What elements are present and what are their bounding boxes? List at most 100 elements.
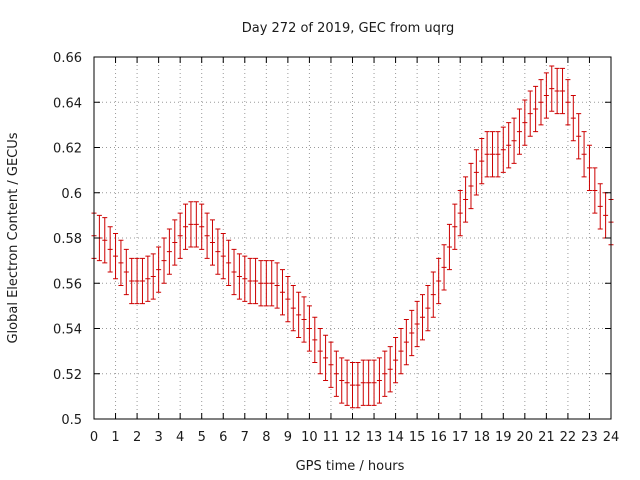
error-bar-point (560, 67, 566, 115)
error-bar-point (506, 122, 512, 169)
error-bar-point (312, 316, 318, 363)
error-bar-point (457, 189, 463, 237)
error-bar-point (301, 296, 307, 343)
x-tick-label: 13 (366, 430, 383, 445)
error-bar-point (538, 79, 544, 126)
x-tick-labels: 0 1 2 3 4 5 6 7 8 9 10 11 12 13 14 15 16 17 18 19 20 21 22 23 24 (90, 430, 619, 445)
error-bar-point (220, 232, 226, 280)
error-bar-point (398, 328, 404, 375)
error-bar-point (500, 126, 506, 173)
x-tick-label: 12 (344, 430, 361, 445)
x-tick-label: 9 (284, 430, 292, 445)
error-bar-point (107, 226, 113, 273)
error-bar-point (420, 294, 426, 341)
error-bar-point (269, 260, 275, 307)
axis-ticks (93, 56, 612, 420)
error-bar-point (328, 341, 334, 388)
error-bar-point (242, 255, 248, 302)
error-bar-point (226, 239, 232, 287)
error-bar-point (414, 300, 420, 348)
x-tick-label: 18 (473, 430, 490, 445)
error-bar-point (387, 346, 393, 393)
error-bar-point (113, 232, 119, 280)
error-bar-point (274, 262, 280, 309)
error-bar-point (134, 257, 140, 305)
error-bar-point (549, 65, 555, 112)
error-bar-point (581, 131, 587, 178)
x-tick-label: 3 (154, 430, 162, 445)
error-bar-point (209, 219, 215, 266)
error-bar-point (409, 309, 415, 357)
x-tick-label: 2 (133, 430, 141, 445)
error-bar-point (425, 285, 431, 332)
error-bar-point (215, 228, 221, 275)
error-bar-point (490, 131, 496, 178)
error-bar-point (193, 201, 199, 248)
y-tick-labels: 0.5 0.52 0.54 0.56 0.58 0.6 0.62 0.64 0.66 (53, 51, 82, 428)
error-bar-point (285, 275, 291, 323)
error-bar-point (366, 359, 372, 406)
error-bar-point (188, 201, 194, 248)
error-bar-point (172, 219, 178, 266)
error-bar-point (403, 318, 409, 366)
error-bar-point (306, 305, 312, 352)
error-bar-point (436, 257, 442, 305)
error-bar-point (253, 257, 259, 305)
x-tick-label: 4 (176, 430, 184, 445)
x-tick-label: 0 (90, 430, 98, 445)
x-tick-label: 23 (581, 430, 598, 445)
error-bar-point (533, 85, 539, 133)
x-tick-label: 8 (262, 430, 270, 445)
error-bar-point (150, 253, 156, 300)
x-tick-label: 21 (538, 430, 555, 445)
x-tick-label: 1 (111, 430, 119, 445)
error-bar-point (279, 269, 285, 316)
error-bar-point (231, 248, 237, 296)
error-bar-point (446, 223, 452, 271)
error-bar-point (522, 99, 528, 146)
error-bar-point (441, 244, 447, 291)
x-tick-label: 24 (603, 430, 620, 445)
y-tick-label: 0.56 (53, 277, 82, 292)
error-bar-point (204, 212, 210, 259)
error-bar-point (473, 149, 479, 196)
y-tick-label: 0.52 (53, 368, 82, 383)
x-tick-label: 22 (560, 430, 577, 445)
error-bar-point (102, 217, 108, 264)
error-bar-point (430, 271, 436, 318)
error-bar-point (360, 359, 366, 406)
error-bar-point (344, 359, 350, 406)
y-tick-label: 0.64 (53, 96, 82, 111)
x-tick-label: 7 (241, 430, 249, 445)
error-bar-point (339, 357, 345, 404)
x-tick-label: 11 (323, 430, 340, 445)
error-bar-point (323, 334, 329, 382)
x-tick-label: 10 (301, 430, 318, 445)
x-tick-label: 16 (430, 430, 447, 445)
error-bar-point (484, 131, 490, 178)
y-tick-label: 0.62 (53, 142, 82, 157)
y-axis-label: Global Electron Content / GECUs (6, 132, 21, 343)
error-bar-point (511, 117, 517, 164)
y-tick-label: 0.58 (53, 232, 82, 247)
error-bar-point (118, 239, 124, 287)
error-bar-point (296, 291, 302, 339)
error-bar-point (350, 361, 355, 409)
error-bar-point (139, 257, 145, 305)
y-tick-label: 0.6 (61, 187, 82, 202)
error-bar-point (355, 361, 361, 409)
error-bar-point (452, 203, 458, 250)
error-bar-point (527, 90, 533, 137)
error-bar-point (479, 137, 485, 185)
error-bar-point (570, 94, 576, 142)
error-bar-point (247, 257, 253, 305)
error-bar-point (177, 212, 183, 259)
x-tick-label: 15 (409, 430, 426, 445)
chart-title: Day 272 of 2019, GEC from uqrg (242, 21, 455, 36)
data-series (91, 65, 614, 409)
error-bar-point (333, 350, 339, 397)
error-bar-point (543, 72, 549, 119)
error-bar-point (468, 162, 474, 210)
error-bar-point (156, 246, 162, 293)
